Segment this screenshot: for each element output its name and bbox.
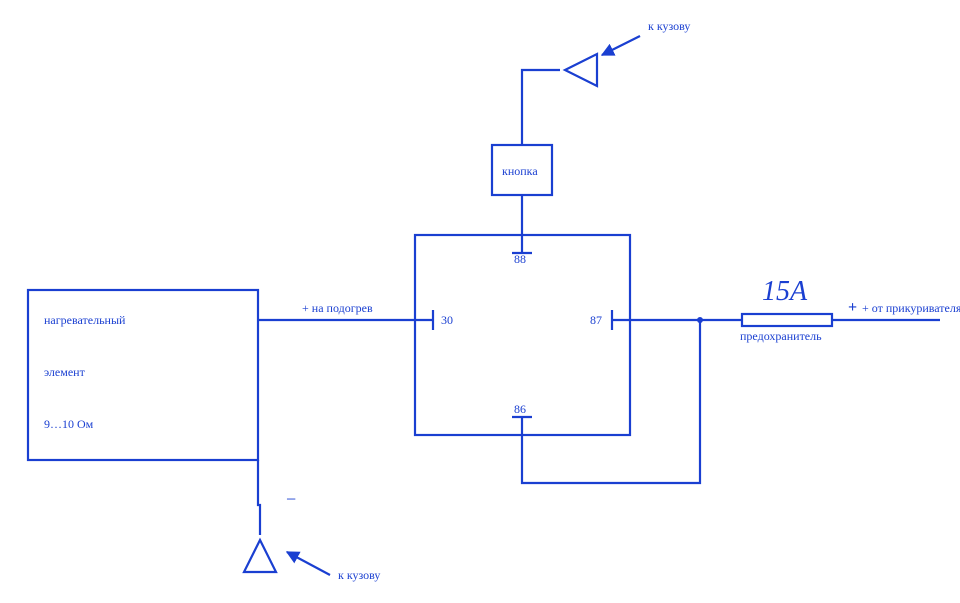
- fuse-label: предохранитель: [740, 329, 822, 343]
- wire-heater-ground: [258, 460, 260, 535]
- relay-pin-p87-label: 87: [590, 313, 602, 327]
- relay-box: 88 30 87 86: [415, 235, 630, 435]
- ground-bottom: к кузову: [244, 540, 380, 582]
- junction-dot: [697, 317, 703, 323]
- heater-box-line-2: 9…10 Ом: [44, 417, 94, 431]
- wire-86-down-tap: [522, 320, 700, 483]
- ground-bottom-label: к кузову: [338, 568, 380, 582]
- wire-top-arrow: [602, 36, 640, 55]
- label-minus: −: [286, 489, 296, 509]
- button-box: кнопка: [492, 145, 552, 195]
- wire-bot-arrow: [287, 552, 330, 575]
- relay-pin-p88-label: 88: [514, 252, 526, 266]
- fuse: предохранитель 15А: [740, 276, 832, 343]
- ground-top-label: к кузову: [648, 19, 690, 33]
- label-plus-heater: + на подогрев: [302, 301, 373, 315]
- relay-pin-p30-label: 30: [441, 313, 453, 327]
- heater-box-line-0: нагревательный: [44, 313, 126, 327]
- ground-top: к кузову: [565, 19, 690, 86]
- label-plus-lighter: + от прикуривателя: [862, 301, 960, 315]
- wire-button-up: [522, 70, 560, 145]
- fuse-value: 15А: [762, 276, 808, 307]
- label-plus-lighter-sign: +: [848, 299, 857, 316]
- relay-pin-p86-label: 86: [514, 402, 526, 416]
- heater-box: нагревательный элемент 9…10 Ом: [28, 290, 258, 460]
- button-box-label: кнопка: [502, 164, 538, 178]
- heater-box-line-1: элемент: [44, 365, 86, 379]
